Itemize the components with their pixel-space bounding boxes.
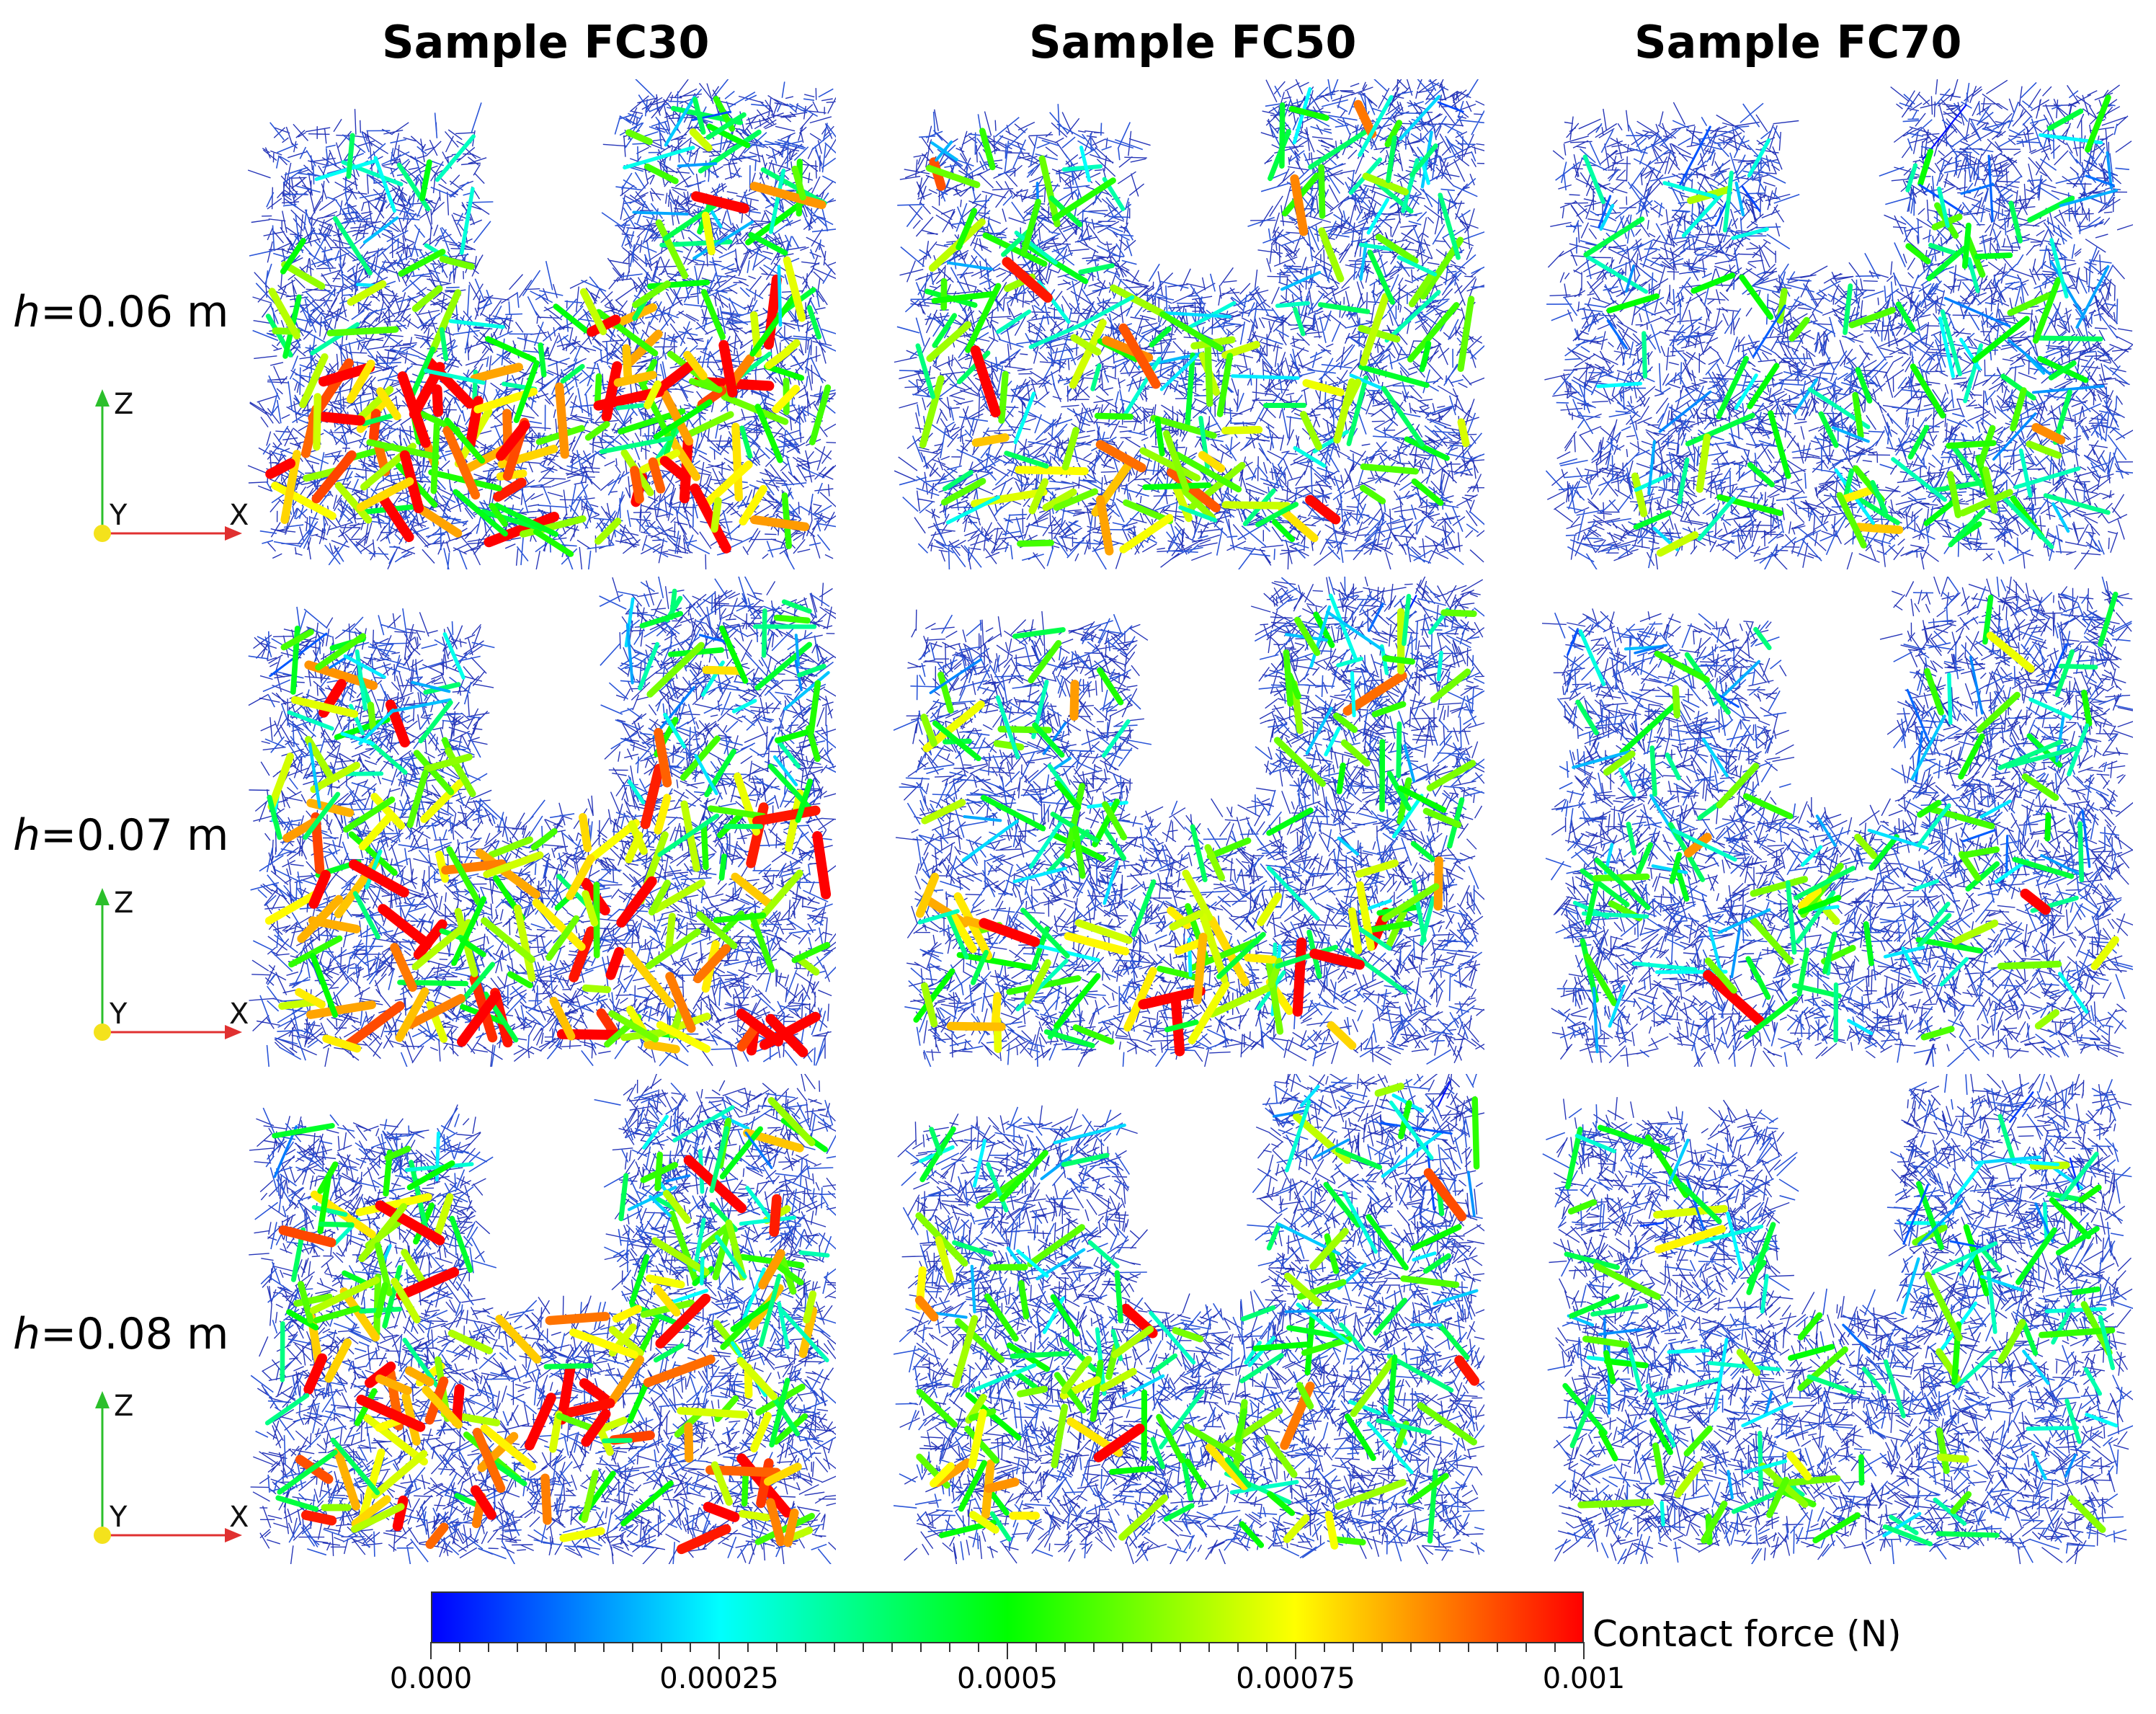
row-label-value: =0.06 m xyxy=(40,287,228,337)
row-label-var: h xyxy=(13,810,40,861)
force-network-panel-fc50-h007 xyxy=(894,577,1484,1067)
colorbar xyxy=(431,1591,1584,1649)
svg-text:Z: Z xyxy=(114,887,133,920)
force-network-panel-fc50-h008 xyxy=(894,1074,1484,1564)
svg-text:Y: Y xyxy=(109,998,128,1031)
svg-text:Y: Y xyxy=(109,1501,128,1534)
colorbar-gradient xyxy=(431,1591,1584,1643)
force-network-panel-fc70-h007 xyxy=(1542,577,2133,1067)
force-network-panel-fc70-h008 xyxy=(1542,1074,2133,1564)
row-label-var: h xyxy=(13,1309,40,1359)
force-network-panel-fc30-h008 xyxy=(245,1074,836,1564)
row-label-h006: h=0.06 m xyxy=(13,287,228,337)
colorbar-tick-label: 0.000 xyxy=(390,1662,473,1695)
row-label-value: =0.07 m xyxy=(40,810,228,861)
colorbar-tick-label: 0.00025 xyxy=(659,1662,778,1695)
row-label-var: h xyxy=(13,287,40,337)
svg-text:Z: Z xyxy=(114,1390,133,1423)
column-title-fc30: Sample FC30 xyxy=(382,16,710,68)
colorbar-tick-label: 0.00075 xyxy=(1236,1662,1355,1695)
svg-text:Z: Z xyxy=(114,388,133,421)
svg-text:Y: Y xyxy=(109,499,128,532)
colorbar-tick-label: 0.0005 xyxy=(957,1662,1058,1695)
force-network-panel-fc70-h006 xyxy=(1542,79,2133,569)
force-network-panel-fc50-h006 xyxy=(894,79,1484,569)
row-label-value: =0.08 m xyxy=(40,1309,228,1359)
column-title-fc50: Sample FC50 xyxy=(1029,16,1357,68)
force-network-panel-fc30-h006 xyxy=(245,79,836,569)
force-network-panel-fc30-h007 xyxy=(245,577,836,1067)
colorbar-tick-label: 0.001 xyxy=(1543,1662,1626,1695)
colorbar-title: Contact force (N) xyxy=(1592,1613,1902,1655)
row-label-h007: h=0.07 m xyxy=(13,810,228,861)
row-label-h008: h=0.08 m xyxy=(13,1309,228,1359)
column-title-fc70: Sample FC70 xyxy=(1634,16,1962,68)
